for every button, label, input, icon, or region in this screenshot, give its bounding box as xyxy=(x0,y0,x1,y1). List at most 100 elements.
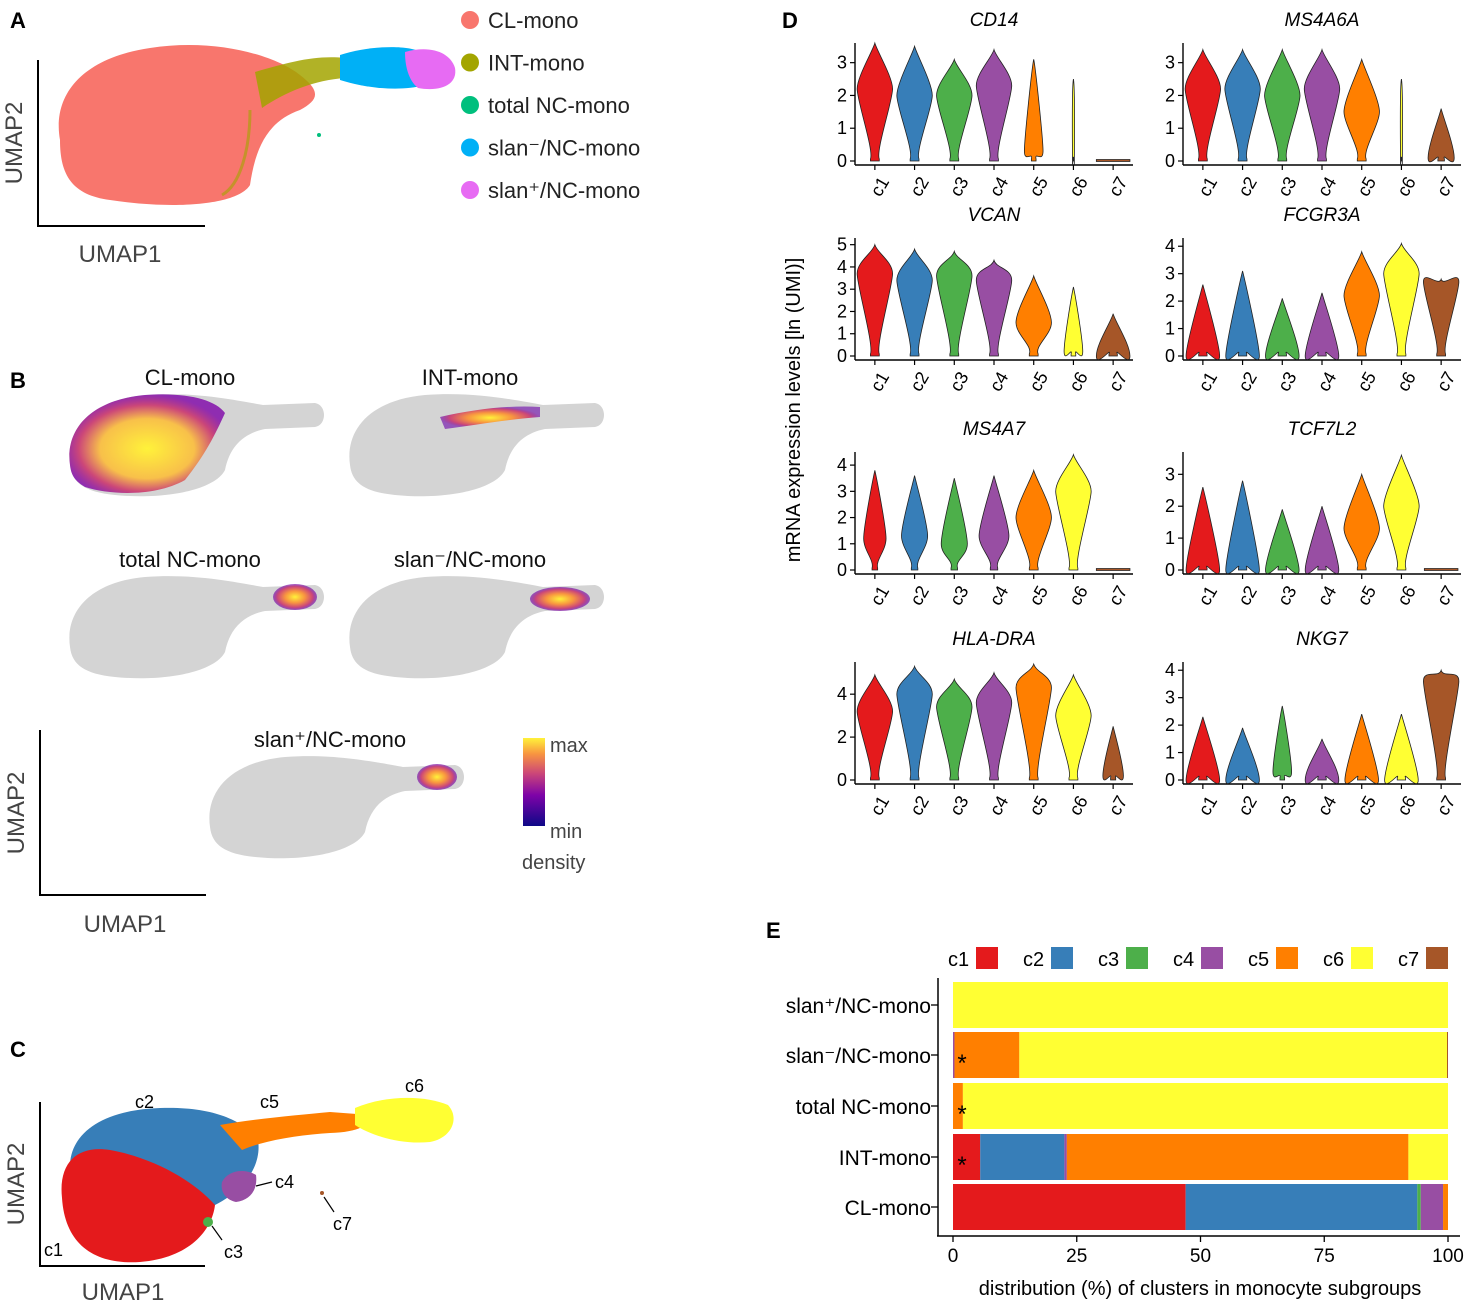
y-tick-label: 1 xyxy=(1165,528,1175,548)
gene-title: MS4A6A xyxy=(1285,10,1360,31)
x-tick-label-c4: c4 xyxy=(1314,792,1341,818)
x-tick-label-c2: c2 xyxy=(1234,792,1261,818)
density-map-2: total NC-mono xyxy=(69,547,324,679)
x-tick-label-c5: c5 xyxy=(1025,792,1052,818)
violin-c6 xyxy=(1055,453,1092,571)
violin-plot-HLA-DRA: HLA-DRA 0 2 4 c1 c2 c3 c4 c5 c6 c7 xyxy=(837,629,1133,819)
panel-a-legend: CL-mono INT-mono total NC-mono slan⁻/NC-mon… xyxy=(461,8,640,203)
colorbar-min-label: min xyxy=(550,821,582,843)
x-tick-label-c6: c6 xyxy=(1065,792,1092,818)
density-map-title-1: INT-mono xyxy=(422,365,519,390)
panel-d: D mRNA expression levels [ln (UMI)] CD14… xyxy=(782,8,1461,819)
panel-b-letter: B xyxy=(10,368,26,393)
violin-c1 xyxy=(1184,48,1221,162)
c3-leader xyxy=(211,1225,223,1241)
c3-cluster xyxy=(203,1217,213,1227)
violin-c2 xyxy=(901,475,929,571)
x-tick-label-c6: c6 xyxy=(1393,173,1420,199)
x-tick-label-c4: c4 xyxy=(1314,582,1341,608)
bar-segment-c5 xyxy=(954,1032,1020,1078)
bar-row-label-4: CL-mono xyxy=(845,1197,931,1220)
legend-swatch-0 xyxy=(461,11,479,29)
x-tick-label-100: 100 xyxy=(1432,1246,1464,1267)
x-tick-label-0: 0 xyxy=(948,1246,959,1267)
c5-cluster xyxy=(220,1112,370,1150)
x-tick-label-c6: c6 xyxy=(1393,792,1420,818)
violin-c3 xyxy=(1265,509,1300,575)
x-tick-label-c2: c2 xyxy=(906,368,933,394)
panel-c-letter: C xyxy=(10,1037,26,1062)
panel-b-ylabel: UMAP2 xyxy=(3,772,30,855)
legend-e-swatch-c6 xyxy=(1351,947,1373,969)
violin-plot-MS4A6A: MS4A6A 0 1 2 3 c1 c2 c3 c4 c5 c6 c7 xyxy=(1165,10,1461,200)
violin-c7 xyxy=(1427,108,1455,163)
x-tick-label-c6: c6 xyxy=(1393,368,1420,394)
y-tick-label: 3 xyxy=(1165,688,1175,708)
y-tick-label: 1 xyxy=(1165,118,1175,138)
y-tick-label: 0 xyxy=(837,151,847,171)
panel-d-letter: D xyxy=(782,8,798,33)
violin-c4 xyxy=(975,48,1013,162)
x-tick-label-25: 25 xyxy=(1066,1246,1087,1267)
panel-c-xlabel: UMAP1 xyxy=(82,1279,165,1306)
violin-c7 xyxy=(1102,726,1124,781)
y-tick-label: 0 xyxy=(1165,560,1175,580)
violin-c1 xyxy=(863,470,887,571)
legend-e-label-c7: c7 xyxy=(1398,949,1419,971)
bar-row-label-3: INT-mono xyxy=(839,1147,931,1170)
panel-e-xlabel: distribution (%) of clusters in monocyte… xyxy=(979,1278,1421,1300)
umap-background xyxy=(69,576,324,679)
violin-plot-NKG7: NKG7 0 1 2 3 4 c1 c2 c3 c4 c5 c6 c7 xyxy=(1165,629,1461,819)
legend-label-4: slan⁺/NC-mono xyxy=(488,178,640,203)
x-tick-label-c4: c4 xyxy=(986,792,1013,818)
violin-c6 xyxy=(1063,286,1084,357)
density-hotspot xyxy=(69,394,225,493)
x-tick-label-c1: c1 xyxy=(1194,582,1221,608)
violin-c6 xyxy=(1055,673,1092,781)
violin-c5 xyxy=(1343,57,1380,162)
x-tick-label-c5: c5 xyxy=(1353,792,1380,818)
y-tick-label: 1 xyxy=(837,534,847,554)
y-tick-label: 3 xyxy=(837,53,847,73)
gene-title: VCAN xyxy=(968,205,1021,226)
violin-c7 xyxy=(1095,568,1131,571)
x-tick-label-c3: c3 xyxy=(946,792,973,818)
legend-label-3: slan⁻/NC-mono xyxy=(488,136,640,161)
violin-c4 xyxy=(1304,738,1340,785)
x-tick-label-c3: c3 xyxy=(946,368,973,394)
y-tick-label: 4 xyxy=(837,257,847,277)
legend-e-label-c3: c3 xyxy=(1098,949,1119,971)
bar-segment-c5 xyxy=(1443,1184,1448,1230)
panel-e: E c1 c2 c3 c4 c5 c6 c7 slan⁺/NC-mono slan⁻/NC-mo… xyxy=(766,918,1464,1300)
violin-c2 xyxy=(1225,270,1260,361)
violin-c3 xyxy=(940,478,968,571)
umap-background xyxy=(349,394,604,497)
bar-segment-c2 xyxy=(1185,1184,1418,1230)
legend-swatch-2 xyxy=(461,96,479,114)
colorbar-title: density xyxy=(522,852,585,874)
violin-c6 xyxy=(1384,714,1419,785)
y-tick-label: 0 xyxy=(1165,770,1175,790)
legend-swatch-1 xyxy=(461,53,479,72)
x-tick-label-50: 50 xyxy=(1190,1246,1211,1267)
violin-c1 xyxy=(856,243,893,357)
y-tick-label: 4 xyxy=(837,684,847,704)
bar-segment-c4 xyxy=(953,1032,955,1078)
y-tick-label: 0 xyxy=(837,770,847,790)
violin-c3 xyxy=(1272,705,1293,781)
c7-cluster xyxy=(320,1191,324,1195)
legend-swatch-4 xyxy=(461,181,479,199)
density-map-4: slan⁺/NC-mono xyxy=(209,727,464,859)
violin-c4 xyxy=(1303,48,1341,162)
x-tick-label-c3: c3 xyxy=(946,173,973,199)
x-tick-label-c7: c7 xyxy=(1433,368,1460,394)
bar-segment-c6 xyxy=(1408,1134,1448,1180)
violin-c2 xyxy=(896,664,933,781)
x-tick-label-c1: c1 xyxy=(1194,792,1221,818)
violin-c3 xyxy=(1264,48,1301,162)
violin-c4 xyxy=(1304,506,1340,575)
y-tick-label: 3 xyxy=(1165,53,1175,73)
violin-c6 xyxy=(1399,78,1403,166)
total-nc-mono-dot xyxy=(317,133,321,137)
x-tick-label-c2: c2 xyxy=(906,173,933,199)
